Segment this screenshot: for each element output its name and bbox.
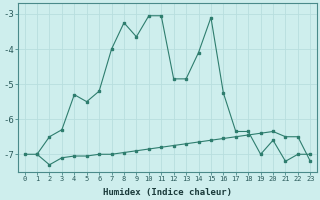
X-axis label: Humidex (Indice chaleur): Humidex (Indice chaleur) bbox=[103, 188, 232, 197]
